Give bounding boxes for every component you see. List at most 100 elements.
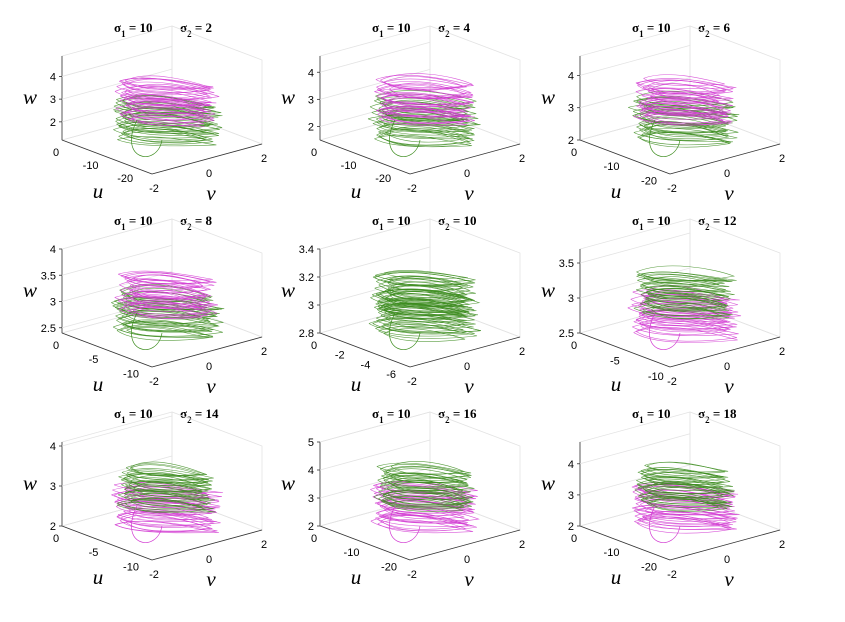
panel-title-sigma2: σ2 = 10 xyxy=(438,213,477,232)
trajectory-loop xyxy=(113,488,220,506)
trajectory-tail xyxy=(389,119,421,157)
trajectory-loop xyxy=(120,477,212,486)
trajectory-loop xyxy=(383,120,470,133)
trajectory-loop xyxy=(646,99,724,115)
trajectory-loop xyxy=(376,108,475,118)
trajectory-loop xyxy=(130,475,202,490)
v-axis-label: v xyxy=(206,374,216,398)
trajectory-lines xyxy=(627,265,742,350)
u-axis xyxy=(61,139,153,175)
trajectory-loop xyxy=(637,481,735,491)
v-tick-label: 2 xyxy=(261,153,267,165)
u-tick-label: 0 xyxy=(53,340,59,352)
trajectory-loop xyxy=(386,482,466,498)
trajectory-loop xyxy=(383,475,469,489)
trajectory-loop xyxy=(124,86,211,101)
trajectory-loop xyxy=(116,502,216,513)
u-axis-label: u xyxy=(351,372,362,396)
w-axis-label: w xyxy=(23,85,37,109)
u-tick-label: 0 xyxy=(571,533,577,545)
trajectory-loop xyxy=(383,320,464,332)
trajectory-loop xyxy=(375,323,475,337)
u-tick-label: -20 xyxy=(641,561,657,573)
u-tick-label: -5 xyxy=(89,354,99,366)
u-tick-label: -2 xyxy=(335,350,345,362)
panel-title: σ1 = 10 xyxy=(632,20,671,39)
panel-title: σ1 = 10 xyxy=(372,213,411,232)
u-axis-label: u xyxy=(611,565,622,589)
trajectory-loop xyxy=(122,126,207,141)
trajectory-loop xyxy=(379,481,471,494)
trajectory-loop xyxy=(385,110,466,125)
trajectory-loop xyxy=(385,126,471,143)
trajectory-loop xyxy=(639,132,731,148)
trajectory-loop xyxy=(634,517,737,530)
trajectory-loop xyxy=(133,481,203,497)
v-tick-label: 2 xyxy=(779,346,785,358)
v-tick-label: -2 xyxy=(407,183,417,195)
trajectory-loop xyxy=(376,462,472,475)
w-tick-label: 4 xyxy=(50,244,56,256)
trajectory-loop xyxy=(376,116,473,133)
trajectory-loop xyxy=(642,310,730,319)
trajectory-lines xyxy=(113,75,223,157)
trajectory-lines xyxy=(370,461,480,543)
trajectory-loop xyxy=(375,90,477,106)
trajectory-loop xyxy=(381,110,471,123)
u-tick-label: 0 xyxy=(311,340,317,352)
w-tick-label: 3.5 xyxy=(41,270,56,282)
trajectory-loop xyxy=(114,520,218,533)
trajectory-loop xyxy=(125,498,207,513)
trajectory-tail xyxy=(389,505,421,543)
v-tick-label: -2 xyxy=(149,376,159,388)
u-tick-label: 0 xyxy=(311,147,317,159)
trajectory-loop xyxy=(124,272,211,285)
w-axis-label: w xyxy=(541,278,555,302)
u-axis xyxy=(579,139,671,175)
u-axis-label: u xyxy=(93,372,104,396)
w-tick-label: 4 xyxy=(308,67,314,79)
v-tick-label: 0 xyxy=(206,361,212,373)
trajectory-loop xyxy=(126,98,212,115)
u-tick-label: 0 xyxy=(571,147,577,159)
w-tick-label: 4 xyxy=(308,465,314,477)
u-tick-label: -10 xyxy=(344,547,360,559)
trajectory-tail xyxy=(649,505,681,543)
trajectory-tail xyxy=(131,119,163,157)
trajectory-loop xyxy=(376,128,475,146)
w-tick-label: 4 xyxy=(50,71,56,83)
v-axis xyxy=(409,143,521,175)
trajectory-loop xyxy=(382,498,465,509)
trajectory-loop xyxy=(119,308,211,320)
u-tick-label: -6 xyxy=(386,369,396,381)
trajectory-loop xyxy=(377,519,474,534)
trajectory-loop xyxy=(118,270,213,281)
u-tick-label: -5 xyxy=(610,355,620,367)
trajectory-lines xyxy=(628,74,740,157)
trajectory-loop xyxy=(388,96,460,107)
trajectory-loop xyxy=(381,511,469,524)
trajectory-tail xyxy=(131,312,163,350)
v-axis xyxy=(669,336,781,368)
trajectory-loop xyxy=(116,324,214,341)
trajectory-loop xyxy=(128,307,208,318)
trajectory-loop xyxy=(375,300,477,312)
trajectory-loop xyxy=(650,276,720,287)
u-tick-label: -10 xyxy=(341,160,357,172)
trajectory-loop xyxy=(128,117,205,127)
panel-title-sigma2: σ2 = 8 xyxy=(180,213,212,232)
v-tick-label: 2 xyxy=(779,539,785,551)
trajectory-loop xyxy=(635,286,735,297)
trajectory-loop xyxy=(130,461,206,477)
u-axis-label: u xyxy=(351,565,362,589)
w-tick-label: 3.5 xyxy=(559,258,574,270)
trajectory-loop xyxy=(125,490,209,500)
trajectory-loop xyxy=(636,476,734,489)
trajectory-loop xyxy=(374,271,476,283)
trajectory-loop xyxy=(132,289,206,301)
trajectory-loop xyxy=(381,113,469,125)
trajectory-loop xyxy=(122,321,213,333)
